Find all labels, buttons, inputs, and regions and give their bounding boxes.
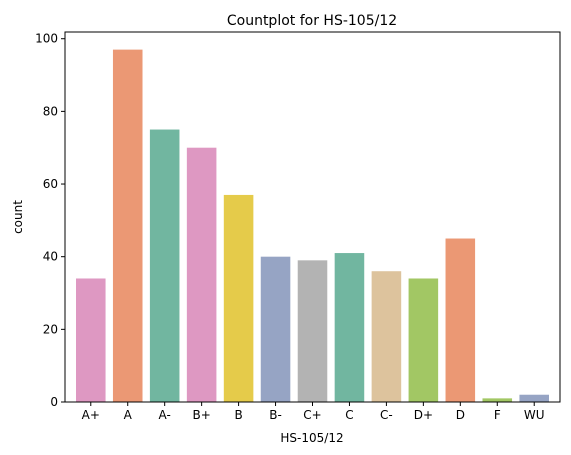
x-tick-label: B- bbox=[269, 408, 282, 422]
bar-A bbox=[112, 49, 143, 403]
y-axis-label: count bbox=[11, 200, 25, 234]
x-tick-label: A bbox=[124, 408, 133, 422]
y-tick-label: 20 bbox=[43, 322, 58, 336]
x-tick-label: A+ bbox=[82, 408, 100, 422]
x-axis-label: HS-105/12 bbox=[280, 431, 343, 445]
bar-F bbox=[482, 398, 513, 402]
x-tick-label: D bbox=[456, 408, 465, 422]
y-tick-label: 80 bbox=[43, 104, 58, 118]
x-axis-ticks: A+ A A- B+ B B- C+ C C- D+ D F WU bbox=[82, 402, 545, 422]
x-tick-label: WU bbox=[524, 408, 545, 422]
bar-D+ bbox=[408, 278, 439, 402]
x-tick-label: A- bbox=[159, 408, 171, 422]
bar-WU bbox=[519, 394, 549, 402]
plot-frame bbox=[64, 31, 561, 403]
x-tick-label: B+ bbox=[192, 408, 210, 422]
bar-A+ bbox=[76, 278, 106, 402]
bars-group bbox=[76, 49, 549, 403]
x-tick-label: C+ bbox=[303, 408, 321, 422]
y-tick-label: 0 bbox=[50, 395, 58, 409]
x-tick-label: D+ bbox=[414, 408, 433, 422]
x-tick-label: B bbox=[234, 408, 242, 422]
y-tick-label: 60 bbox=[43, 177, 58, 191]
chart-title: Countplot for HS-105/12 bbox=[227, 13, 397, 29]
bar-B+ bbox=[186, 147, 217, 402]
bar-D bbox=[445, 238, 476, 402]
y-axis-ticks: 0 20 40 60 80 100 bbox=[35, 32, 65, 409]
bar-C+ bbox=[297, 260, 328, 402]
x-tick-label: C- bbox=[380, 408, 393, 422]
bar-B- bbox=[260, 256, 291, 402]
bar-A- bbox=[149, 129, 180, 403]
x-tick-label: F bbox=[494, 408, 501, 422]
y-tick-label: 100 bbox=[35, 32, 58, 46]
bar-C- bbox=[371, 271, 402, 402]
x-tick-label: C bbox=[345, 408, 353, 422]
bar-B bbox=[223, 194, 254, 402]
bar-C bbox=[334, 253, 365, 402]
y-tick-label: 40 bbox=[43, 250, 58, 264]
